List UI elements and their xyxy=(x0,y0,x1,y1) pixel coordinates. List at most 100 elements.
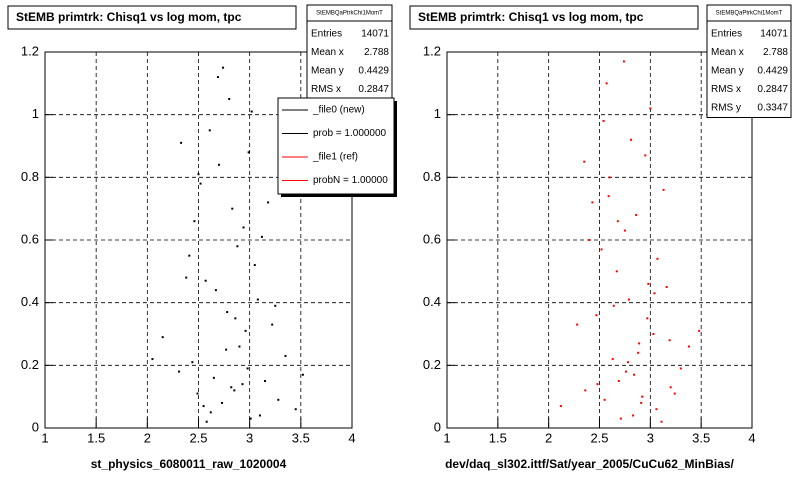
point xyxy=(622,60,625,63)
x-tick-label: 1 xyxy=(41,430,48,445)
point xyxy=(225,348,228,351)
point xyxy=(231,207,234,210)
y-tick-label: 0.4 xyxy=(423,294,441,309)
stats-value: 14071 xyxy=(361,29,389,40)
point xyxy=(679,367,682,370)
point xyxy=(559,405,562,408)
point xyxy=(646,317,649,320)
point xyxy=(603,398,606,401)
point xyxy=(241,383,244,386)
point xyxy=(178,370,181,373)
y-tick-label: 0.8 xyxy=(423,169,441,184)
point xyxy=(226,311,229,314)
point xyxy=(212,376,215,379)
title-box xyxy=(7,5,297,30)
point xyxy=(294,408,297,411)
x-tick-label: 2.5 xyxy=(590,430,608,445)
point xyxy=(588,239,591,241)
stats-label: RMS y xyxy=(711,103,741,114)
point xyxy=(214,289,217,292)
point xyxy=(151,358,154,361)
legend-label: probN = 1.00000 xyxy=(313,175,388,186)
x-tick-label: 1.5 xyxy=(87,430,105,445)
x-tick-label: 3 xyxy=(246,430,253,445)
y-tick-label: 0.4 xyxy=(21,294,39,309)
point xyxy=(246,367,249,370)
point xyxy=(191,361,194,364)
point xyxy=(197,173,200,176)
point xyxy=(576,323,579,326)
point xyxy=(602,119,605,122)
point xyxy=(185,276,188,279)
stats-label: RMS x xyxy=(311,84,341,95)
point xyxy=(617,380,620,382)
y-tick-label: 0.2 xyxy=(21,357,39,372)
point xyxy=(611,358,614,361)
point xyxy=(635,213,638,216)
point xyxy=(236,245,239,248)
stats-value: 0.4429 xyxy=(757,66,788,77)
point xyxy=(630,138,633,141)
point xyxy=(616,220,619,223)
point xyxy=(660,420,663,423)
stats-header: StEMBQaPtrkChi1MomT xyxy=(716,11,783,17)
point xyxy=(221,401,224,404)
x-tick-label: 2.5 xyxy=(189,430,207,445)
point xyxy=(217,163,220,166)
point xyxy=(230,386,233,389)
stats-label: Mean y xyxy=(311,66,344,77)
point xyxy=(649,107,652,110)
legend-label: _file1 (ref) xyxy=(312,152,358,163)
y-tick-label: 0 xyxy=(434,419,441,434)
point xyxy=(633,373,636,376)
y-tick-label: 1 xyxy=(32,106,39,121)
point xyxy=(222,66,225,69)
stats-label: Entries xyxy=(711,29,742,40)
point xyxy=(271,323,274,326)
stats-label: Mean x xyxy=(311,47,344,58)
y-tick-label: 0.2 xyxy=(423,357,441,372)
stats-value: 0.3347 xyxy=(757,103,788,114)
point xyxy=(180,141,183,144)
point xyxy=(624,370,627,373)
point xyxy=(638,342,641,345)
stats-value: 2.788 xyxy=(364,47,389,58)
x-tick-label: 2 xyxy=(144,430,151,445)
point xyxy=(596,383,599,386)
point xyxy=(204,279,207,282)
stats-box xyxy=(706,4,792,118)
legend: _file0 (new) prob = 1.000000 _file1 (ref) p… xyxy=(277,97,397,197)
point xyxy=(673,392,676,395)
chart-title: StEMB primtrk: Chisq1 vs log mom, tpc xyxy=(16,10,242,24)
point xyxy=(612,304,615,307)
point xyxy=(188,254,191,257)
point xyxy=(591,201,594,204)
chart-title: StEMB primtrk: Chisq1 vs log mom, tpc xyxy=(418,10,644,24)
point xyxy=(619,417,622,420)
point xyxy=(234,317,237,320)
point xyxy=(205,420,208,423)
panel: 1 1.5 2 2.5 3 3.5 4 0 0.2 0.4 0.6 0.8 1 1.2 st_physics… xyxy=(7,4,397,471)
legend-label: _file0 (new) xyxy=(312,105,365,116)
point xyxy=(583,160,586,163)
point xyxy=(627,298,630,301)
y-tick-label: 0.6 xyxy=(423,231,441,246)
y-tick-label: 0 xyxy=(32,419,39,434)
point xyxy=(647,282,650,285)
x-tick-label: 4 xyxy=(748,430,755,445)
point xyxy=(637,351,640,354)
point xyxy=(216,76,219,79)
stats-label: Mean y xyxy=(711,66,744,77)
point xyxy=(584,389,587,392)
stats-value: 14071 xyxy=(760,29,788,40)
point xyxy=(641,395,644,398)
stats-value: 2.788 xyxy=(763,47,788,58)
point xyxy=(247,151,250,154)
point xyxy=(209,411,212,414)
point xyxy=(284,354,287,357)
point xyxy=(662,188,665,191)
point xyxy=(626,361,629,364)
point xyxy=(600,248,603,251)
point xyxy=(264,380,267,382)
